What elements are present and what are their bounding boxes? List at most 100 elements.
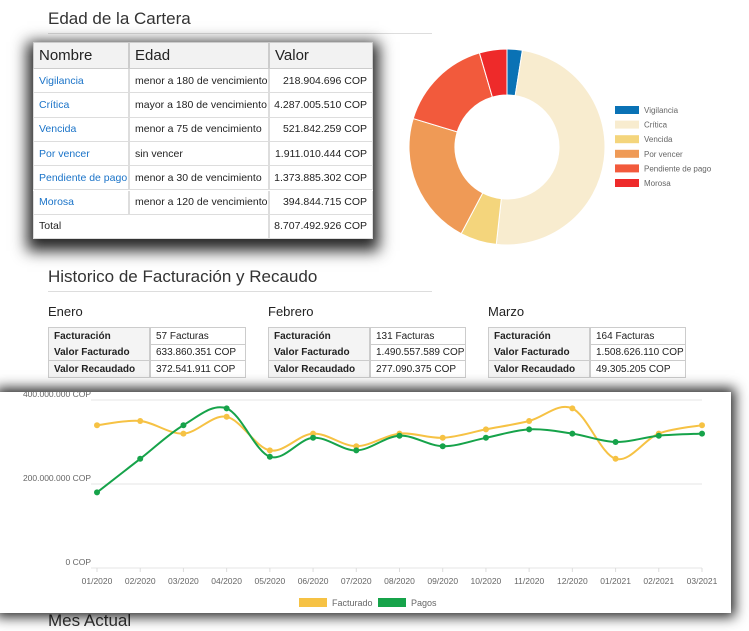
donut-chart: Vigilancia Crítica Vencida Por vencer Pendie…	[408, 48, 712, 246]
x-tick-label: 03/2021	[687, 576, 718, 586]
x-tick-label: 11/2020	[514, 576, 544, 586]
link[interactable]: Crítica	[33, 93, 129, 118]
table-cell: 131 Facturas	[370, 327, 466, 345]
legend-label: Crítica	[644, 121, 668, 130]
table-cell: Valor Recaudado	[48, 361, 150, 378]
link[interactable]: Vencida	[33, 117, 129, 142]
table-cell: Valor Recaudado	[488, 361, 590, 378]
table-cell: 49.305.205 COP	[590, 361, 686, 378]
link[interactable]: Morosa	[33, 190, 129, 215]
link[interactable]: Por vencer	[33, 141, 129, 167]
x-tick-label: 12/2020	[557, 576, 588, 586]
data-point	[699, 422, 705, 429]
donut-slice	[408, 117, 484, 235]
x-tick-label: 02/2021	[643, 576, 674, 586]
table-cell: Valor Facturado	[268, 344, 370, 361]
legend-swatch	[615, 179, 639, 187]
donut-slice	[495, 49, 606, 246]
table-cell: 394.844.715 COP	[269, 190, 373, 215]
data-point	[439, 443, 446, 450]
legend-label: Vencida	[644, 135, 673, 144]
month-title: Marzo	[488, 304, 525, 319]
donut-slice	[412, 52, 494, 133]
x-tick-label: 09/2020	[427, 576, 458, 586]
table-header: Nombre	[33, 42, 129, 69]
data-point	[482, 426, 489, 433]
data-point	[180, 430, 187, 437]
table-cell: Total	[33, 214, 269, 240]
section-title: Mes Actual	[48, 611, 132, 630]
table-cell: 372.541.911 COP	[150, 361, 246, 378]
link[interactable]: Pendiente de pago	[33, 166, 129, 191]
table-cell: 164 Facturas	[590, 327, 686, 345]
legend-swatch	[615, 135, 639, 144]
table-cell: 1.373.885.302 COP	[269, 166, 373, 191]
legend-swatch	[615, 164, 639, 173]
table-cell: menor a 120 de vencimiento	[129, 190, 269, 215]
x-tick-label: 01/2020	[82, 576, 113, 586]
x-tick-label: 06/2020	[298, 576, 329, 586]
data-point	[180, 422, 187, 429]
table-cell: 277.090.375 COP	[370, 361, 466, 378]
data-point	[353, 443, 360, 450]
legend-swatch	[378, 598, 406, 607]
table-cell: Facturación	[48, 327, 150, 345]
legend-label: Morosa	[644, 179, 671, 188]
divider	[48, 291, 432, 292]
data-point	[266, 447, 273, 454]
divider	[48, 33, 432, 34]
x-tick-label: 02/2020	[125, 576, 156, 586]
legend-label: Facturado	[332, 598, 373, 608]
legend-swatch	[615, 106, 639, 114]
data-point	[266, 453, 273, 460]
data-point	[353, 447, 360, 454]
data-point	[137, 455, 144, 462]
data-point	[699, 430, 705, 437]
table-cell: 633.860.351 COP	[150, 344, 246, 361]
donut-slice	[478, 48, 508, 98]
data-point	[310, 430, 317, 437]
y-tick-label: 0 COP	[65, 557, 91, 567]
table-cell: 4.287.005.510 COP	[269, 93, 373, 118]
legend-label: Pagos	[411, 598, 437, 608]
series-line	[96, 406, 703, 494]
table-cell: menor a 75 de vencimiento	[129, 117, 269, 142]
legend-swatch	[615, 149, 639, 158]
data-point	[612, 455, 619, 462]
table-cell: 1.508.626.110 COP	[590, 344, 686, 361]
table-cell: menor a 30 de vencimiento	[129, 166, 269, 191]
data-point	[94, 422, 100, 429]
month-title: Febrero	[268, 304, 314, 319]
table-header: Valor	[269, 42, 373, 69]
table-header: Edad	[129, 42, 269, 69]
legend-label: Pendiente de pago	[644, 164, 712, 173]
months: Enero Facturación 57 Facturas Valor Factura…	[0, 300, 749, 390]
x-tick-label: 01/2021	[600, 576, 631, 586]
x-tick-label: 04/2020	[211, 576, 242, 586]
legend-label: Por vencer	[644, 150, 683, 159]
y-tick-label: 200.000.000 COP	[23, 473, 91, 483]
table-cell: Valor Recaudado	[268, 361, 370, 378]
data-point	[569, 405, 576, 412]
link[interactable]: Vigilancia	[33, 69, 129, 94]
data-point	[569, 430, 576, 437]
table-cell: 57 Facturas	[150, 327, 246, 345]
data-point	[439, 434, 446, 441]
data-point	[526, 426, 533, 433]
y-tick-label: 400.000.000 COP	[23, 392, 91, 399]
line-chart: 0 COP 200.000.000 COP 400.000.000 COP 01/20…	[0, 392, 731, 613]
x-tick-label: 03/2020	[168, 576, 199, 586]
table-cell: Facturación	[268, 327, 370, 345]
table-cell: mayor a 180 de vencimiento	[129, 93, 269, 118]
section-title: Edad de la Cartera	[48, 9, 191, 28]
x-tick-label: 05/2020	[254, 576, 285, 586]
x-tick-label: 08/2020	[384, 576, 415, 586]
x-tick-label: 07/2020	[341, 576, 372, 586]
data-point	[94, 489, 100, 496]
data-point	[223, 413, 230, 420]
table-cell: Valor Facturado	[488, 344, 590, 361]
table-cell: sin vencer	[129, 141, 269, 167]
table-cell: 1.490.557.589 COP	[370, 344, 466, 361]
data-point	[526, 418, 533, 424]
